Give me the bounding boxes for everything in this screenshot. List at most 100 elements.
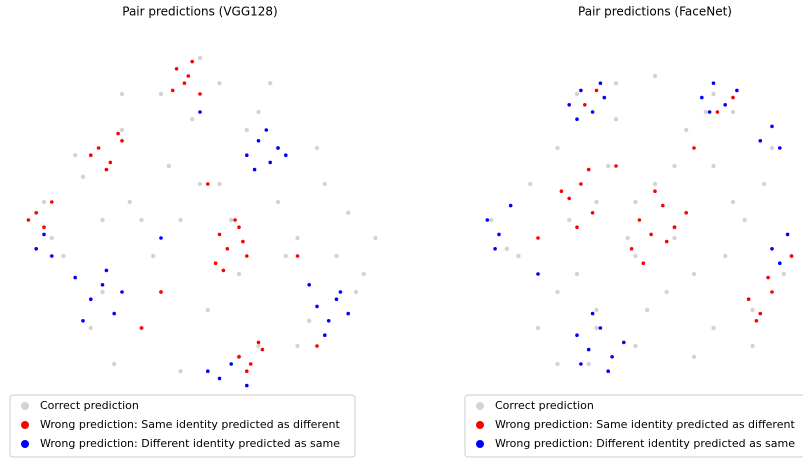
- point: [750, 307, 755, 313]
- point: [610, 355, 614, 359]
- point: [236, 271, 242, 277]
- point: [237, 355, 241, 359]
- point: [555, 145, 560, 151]
- point: [625, 235, 630, 241]
- point: [652, 181, 658, 187]
- point: [652, 73, 658, 79]
- legend: Correct prediction Wrong prediction: Same…: [464, 394, 803, 458]
- point: [225, 247, 230, 251]
- legend-box: [9, 394, 356, 458]
- point: [785, 232, 790, 237]
- point: [606, 369, 610, 374]
- chart-title: Pair predictions (FaceNet): [578, 5, 732, 19]
- point: [536, 272, 540, 276]
- legend-label: Wrong prediction: Different identity pre…: [40, 437, 340, 450]
- point: [789, 254, 794, 258]
- point: [766, 275, 770, 280]
- point: [602, 95, 607, 100]
- point: [493, 247, 497, 251]
- point: [567, 217, 572, 223]
- point: [567, 103, 571, 107]
- point: [590, 311, 595, 316]
- point: [206, 369, 210, 374]
- point: [750, 343, 755, 349]
- point: [754, 319, 759, 323]
- point: [334, 297, 339, 302]
- point: [245, 153, 249, 157]
- point: [497, 232, 501, 237]
- point: [260, 347, 265, 352]
- point: [703, 109, 708, 115]
- point: [73, 275, 77, 280]
- point: [229, 217, 234, 223]
- point: [613, 81, 619, 86]
- point: [119, 91, 125, 97]
- point: [778, 261, 782, 266]
- point: [485, 218, 490, 222]
- legend-label: Correct prediction: [40, 399, 139, 412]
- point: [711, 81, 716, 85]
- point: [691, 271, 697, 277]
- point: [248, 362, 253, 366]
- point: [50, 200, 54, 204]
- point: [579, 88, 583, 93]
- point: [174, 67, 179, 71]
- point: [758, 311, 763, 316]
- point: [692, 146, 696, 150]
- legend-label: Wrong prediction: Different identity pre…: [495, 437, 795, 450]
- legend-box: [464, 394, 803, 458]
- point: [516, 253, 521, 259]
- point: [762, 181, 767, 187]
- point: [770, 290, 774, 294]
- point: [684, 127, 689, 133]
- plot-area: [485, 73, 794, 374]
- point: [197, 181, 203, 187]
- point: [34, 211, 38, 215]
- legend-marker: [476, 440, 484, 448]
- point: [205, 307, 210, 313]
- point: [120, 290, 124, 294]
- point: [590, 211, 595, 215]
- point: [295, 254, 300, 258]
- point: [594, 325, 599, 331]
- point: [245, 254, 249, 258]
- point: [233, 218, 237, 222]
- point: [81, 319, 85, 323]
- point: [586, 347, 591, 352]
- point: [579, 182, 583, 186]
- point: [217, 232, 222, 237]
- point: [100, 283, 105, 287]
- point: [276, 146, 280, 150]
- point: [641, 261, 646, 266]
- point: [583, 103, 587, 107]
- legend-marker: [21, 421, 29, 429]
- point: [256, 340, 261, 345]
- point: [116, 131, 120, 136]
- point: [159, 236, 163, 240]
- plot-area: [26, 55, 378, 388]
- point: [661, 203, 665, 208]
- point: [158, 91, 164, 97]
- point: [730, 199, 736, 205]
- point: [508, 203, 513, 208]
- point: [574, 91, 580, 97]
- point: [361, 271, 366, 277]
- point: [221, 268, 226, 273]
- point: [731, 95, 735, 100]
- point: [119, 127, 125, 133]
- point: [723, 253, 728, 259]
- point: [586, 361, 591, 367]
- point: [217, 376, 222, 381]
- point: [256, 109, 261, 115]
- point: [594, 88, 599, 93]
- point: [252, 167, 257, 172]
- point: [723, 103, 727, 107]
- point: [664, 289, 669, 295]
- point: [49, 235, 54, 241]
- point: [672, 225, 677, 229]
- point: [559, 189, 564, 193]
- point: [579, 362, 583, 366]
- point: [41, 199, 47, 205]
- point: [781, 271, 786, 277]
